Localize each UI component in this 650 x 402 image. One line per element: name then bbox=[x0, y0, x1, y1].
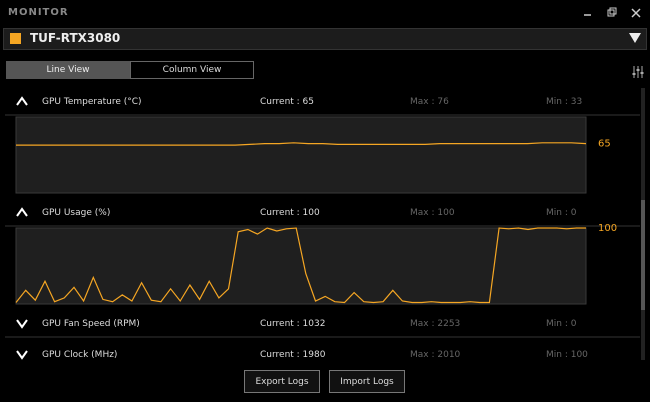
tab-line-view[interactable]: Line View bbox=[6, 61, 130, 79]
current-value: Current : 65 bbox=[260, 97, 314, 107]
tab-column-view[interactable]: Column View bbox=[130, 61, 254, 79]
current-value: Current : 100 bbox=[260, 208, 320, 218]
metric-label: GPU Fan Speed (RPM) bbox=[42, 319, 140, 329]
window-controls[interactable] bbox=[580, 6, 645, 20]
current-value: Current : 1032 bbox=[260, 319, 325, 329]
scrollbar-thumb[interactable] bbox=[641, 200, 645, 310]
metric-line bbox=[15, 227, 586, 304]
import-logs-button[interactable]: Import Logs bbox=[329, 370, 405, 393]
device-dropdown[interactable] bbox=[3, 28, 647, 50]
graph-value: 65 bbox=[598, 139, 611, 150]
current-value: Current : 1980 bbox=[260, 350, 326, 360]
export-logs-button[interactable]: Export Logs bbox=[244, 370, 320, 393]
min-value: Min : 33 bbox=[546, 97, 582, 107]
metric-line bbox=[16, 142, 587, 146]
metric-label: GPU Usage (%) bbox=[42, 208, 110, 218]
settings-icon[interactable] bbox=[632, 66, 644, 78]
max-value: Max : 2253 bbox=[410, 319, 460, 329]
metric-list: GPU Temperature (°C) Current : 65 Max : 76… bbox=[5, 96, 640, 360]
device-name: TUF-RTX3080 bbox=[30, 31, 121, 45]
app-title: MONITOR bbox=[8, 7, 69, 18]
metric-label: GPU Clock (MHz) bbox=[42, 350, 117, 360]
expand-arrow[interactable] bbox=[16, 350, 28, 360]
graph-area bbox=[15, 227, 587, 305]
expand-arrow[interactable] bbox=[16, 96, 28, 106]
min-value: Min : 100 bbox=[546, 350, 588, 360]
expand-arrow[interactable] bbox=[16, 319, 28, 329]
max-value: Max : 2010 bbox=[410, 350, 461, 360]
metric-label: GPU Temperature (°C) bbox=[42, 97, 142, 107]
min-value: Min : 0 bbox=[546, 208, 577, 218]
max-value: Max : 100 bbox=[410, 208, 455, 218]
graph-value: 100 bbox=[598, 223, 617, 234]
dropdown-arrow[interactable] bbox=[628, 32, 642, 44]
expand-arrow[interactable] bbox=[16, 207, 28, 217]
max-value: Max : 76 bbox=[410, 97, 449, 107]
graph-area bbox=[15, 116, 587, 194]
device-icon bbox=[10, 33, 21, 44]
min-value: Min : 0 bbox=[546, 319, 577, 329]
